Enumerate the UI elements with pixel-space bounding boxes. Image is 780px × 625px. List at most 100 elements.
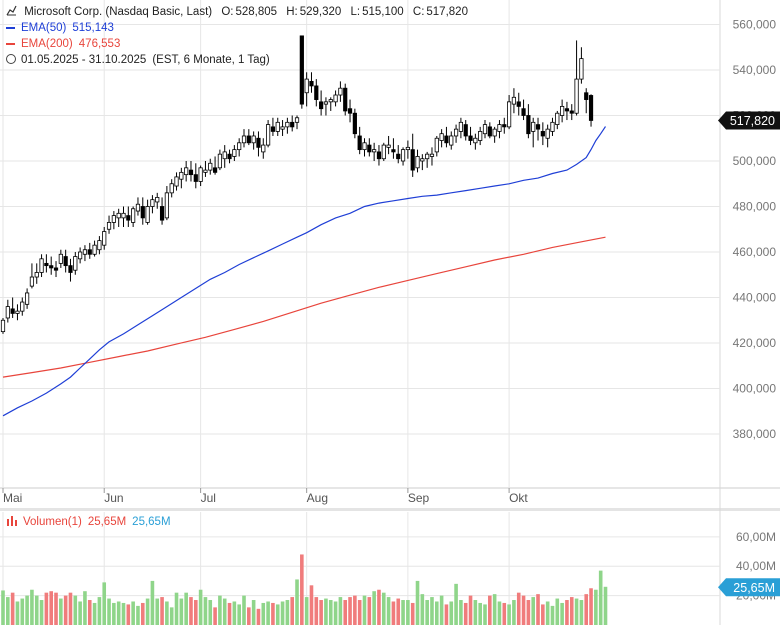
candle-down [444, 135, 449, 144]
volume-bar [401, 600, 405, 625]
candle-up [111, 215, 116, 223]
volume-bar [459, 600, 463, 625]
volume-bar [112, 602, 116, 625]
volume-bar [121, 602, 126, 625]
candle-down [290, 121, 295, 128]
legend-ema50[interactable]: EMA(50) 515,143 [6, 20, 120, 36]
candle-up [458, 121, 464, 132]
volume-bar [59, 598, 63, 625]
volume-bar [536, 594, 540, 625]
volume-bar [102, 582, 107, 625]
candle-up [169, 183, 174, 194]
volume-bar [251, 600, 256, 625]
volume-bar [444, 604, 449, 625]
price-tick-label: 440,000 [733, 291, 777, 305]
volume-label: Volumen(1) [23, 516, 82, 528]
volume-bar [242, 595, 246, 625]
volume-bar [155, 598, 160, 625]
period-info: (EST, 6 Monate, 1 Tag) [152, 54, 270, 66]
volume-bar [594, 589, 598, 625]
candle-up [294, 117, 300, 123]
volume-bar [507, 604, 511, 625]
volume-bar [92, 602, 97, 625]
candle-up [241, 135, 247, 144]
volume-bar [584, 594, 589, 625]
candle-down [309, 80, 314, 87]
volume-bar [545, 601, 550, 625]
candle-up [280, 126, 285, 130]
candle-down [352, 112, 357, 135]
volume-bar [285, 600, 290, 625]
candle-down [391, 149, 396, 153]
volume-bar [357, 600, 362, 625]
candle-down [410, 149, 415, 171]
candle-up [550, 121, 555, 132]
candle-up [372, 149, 377, 153]
ema50-swatch [6, 26, 15, 29]
high-label: H: [286, 6, 298, 18]
candle-down [487, 126, 492, 137]
volume-bar [396, 598, 401, 625]
candle-up [24, 292, 30, 305]
candle-up [545, 128, 550, 139]
month-label: Aug [307, 491, 328, 505]
candle-down [357, 135, 362, 151]
volume-bar [169, 607, 174, 625]
candle-up [237, 142, 242, 151]
volume-bar [78, 601, 82, 625]
candle-up [135, 203, 141, 212]
volume-bar [367, 597, 372, 625]
volume-bar [353, 595, 357, 625]
volume-bar [300, 554, 304, 625]
volume-bar [136, 605, 140, 625]
candle-down [468, 135, 473, 141]
volume-bar [589, 588, 593, 625]
candle-up [131, 208, 136, 223]
volume-bar [30, 589, 34, 625]
clock-icon [6, 54, 16, 64]
candle-up [217, 153, 222, 169]
candle-up [116, 212, 121, 219]
volume-bar [189, 597, 193, 625]
volume-bar [603, 586, 608, 625]
candle-down [68, 265, 73, 273]
candle-up [386, 144, 391, 148]
candle-down [588, 95, 594, 121]
candle-up [434, 137, 439, 153]
ema50-line [2, 126, 606, 417]
legend-ema200[interactable]: EMA(200) 476,553 [6, 36, 126, 52]
volume-bar [468, 595, 473, 625]
candle-up [73, 256, 78, 271]
volume-bar [531, 597, 535, 625]
candle-up [179, 171, 184, 180]
candle-up [420, 158, 425, 162]
candle-up [275, 121, 280, 132]
candle-up [323, 101, 329, 105]
candle-up [78, 251, 83, 260]
volume-bar [579, 600, 584, 625]
chart-type-icon[interactable] [6, 5, 17, 16]
volume-bar [184, 592, 188, 625]
volume-bar [521, 595, 526, 625]
volume-bar [348, 597, 352, 625]
ema50-value: 515,143 [72, 22, 114, 34]
volume-bar [218, 595, 222, 625]
price-tick-label: 400,000 [733, 382, 777, 396]
volume-bar [386, 597, 391, 625]
candle-up [184, 167, 189, 176]
volume-bar [425, 600, 429, 625]
volume-legend[interactable]: Volumen(1) 25,65M 25,65M [6, 516, 171, 528]
candle-down [314, 85, 319, 100]
volume-bar [126, 604, 131, 625]
candle-up [473, 137, 478, 144]
volume-bar [83, 591, 87, 625]
price-tick-label: 540,000 [733, 63, 777, 77]
volume-bar [275, 604, 280, 625]
price-tick-label: 420,000 [733, 336, 777, 350]
volume-bar [97, 597, 102, 625]
volume-bar [222, 598, 227, 625]
candle-down [49, 265, 54, 269]
volume-bar [343, 600, 348, 625]
volume-bar [565, 600, 569, 625]
candles-group [0, 35, 594, 334]
